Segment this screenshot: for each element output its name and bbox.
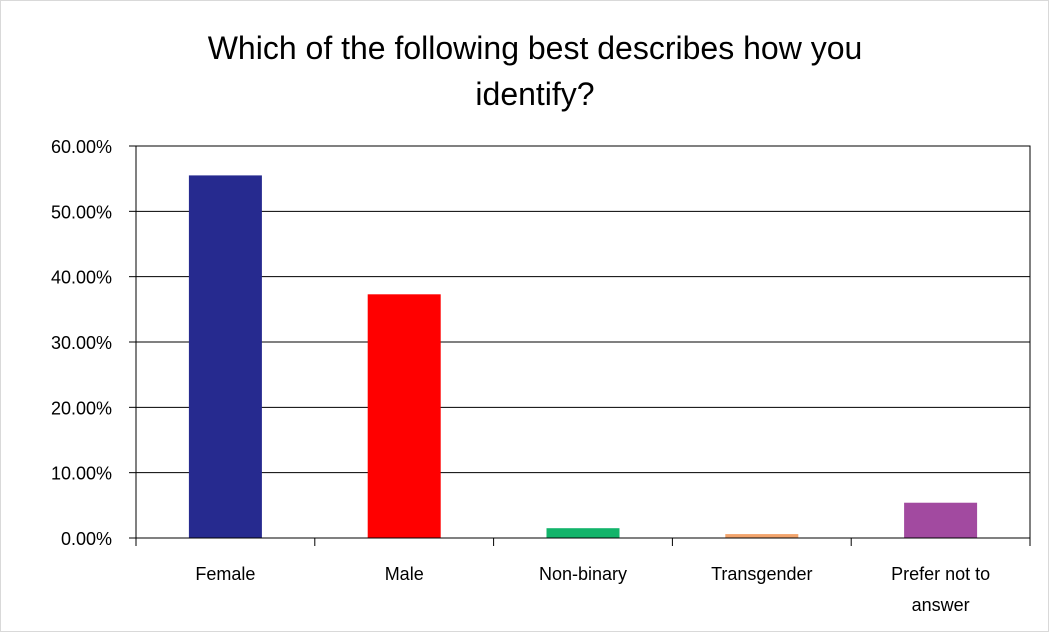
y-tick-labels: 0.00% 10.00% 20.00% 30.00% 40.00% 50.00% 60.00… xyxy=(51,137,112,549)
y-tick-label: 20.00% xyxy=(51,398,112,418)
bar-male xyxy=(367,294,441,538)
x-category-label: Transgender xyxy=(711,564,812,584)
x-category-labels: Female Male Non-binary Transgender Prefer no… xyxy=(195,564,990,615)
bar-female xyxy=(188,175,262,538)
bar-non-binary xyxy=(546,528,620,538)
axes xyxy=(135,145,1031,546)
y-tick-label: 40.00% xyxy=(51,268,112,288)
y-tick-label: 0.00% xyxy=(61,529,112,549)
chart-title-line: identify? xyxy=(475,76,594,112)
bar-transgender xyxy=(725,534,799,538)
chart-title: Which of the following best describes ho… xyxy=(208,30,863,112)
x-category-label: Male xyxy=(385,564,424,584)
bar-prefer-not-to-answer xyxy=(904,502,978,538)
plot-area-border xyxy=(135,145,1031,539)
x-category-label: Prefer not to answer xyxy=(891,564,990,615)
y-tick-label: 30.00% xyxy=(51,333,112,353)
y-tick-label: 10.00% xyxy=(51,464,112,484)
y-tick-label: 50.00% xyxy=(51,202,112,222)
chart-title-line: Which of the following best describes ho… xyxy=(208,30,863,66)
y-tick-label: 60.00% xyxy=(51,137,112,157)
bars xyxy=(188,175,978,538)
x-category-label: Non-binary xyxy=(539,564,627,584)
x-category-label: Female xyxy=(195,564,255,584)
gridlines xyxy=(129,145,1030,539)
